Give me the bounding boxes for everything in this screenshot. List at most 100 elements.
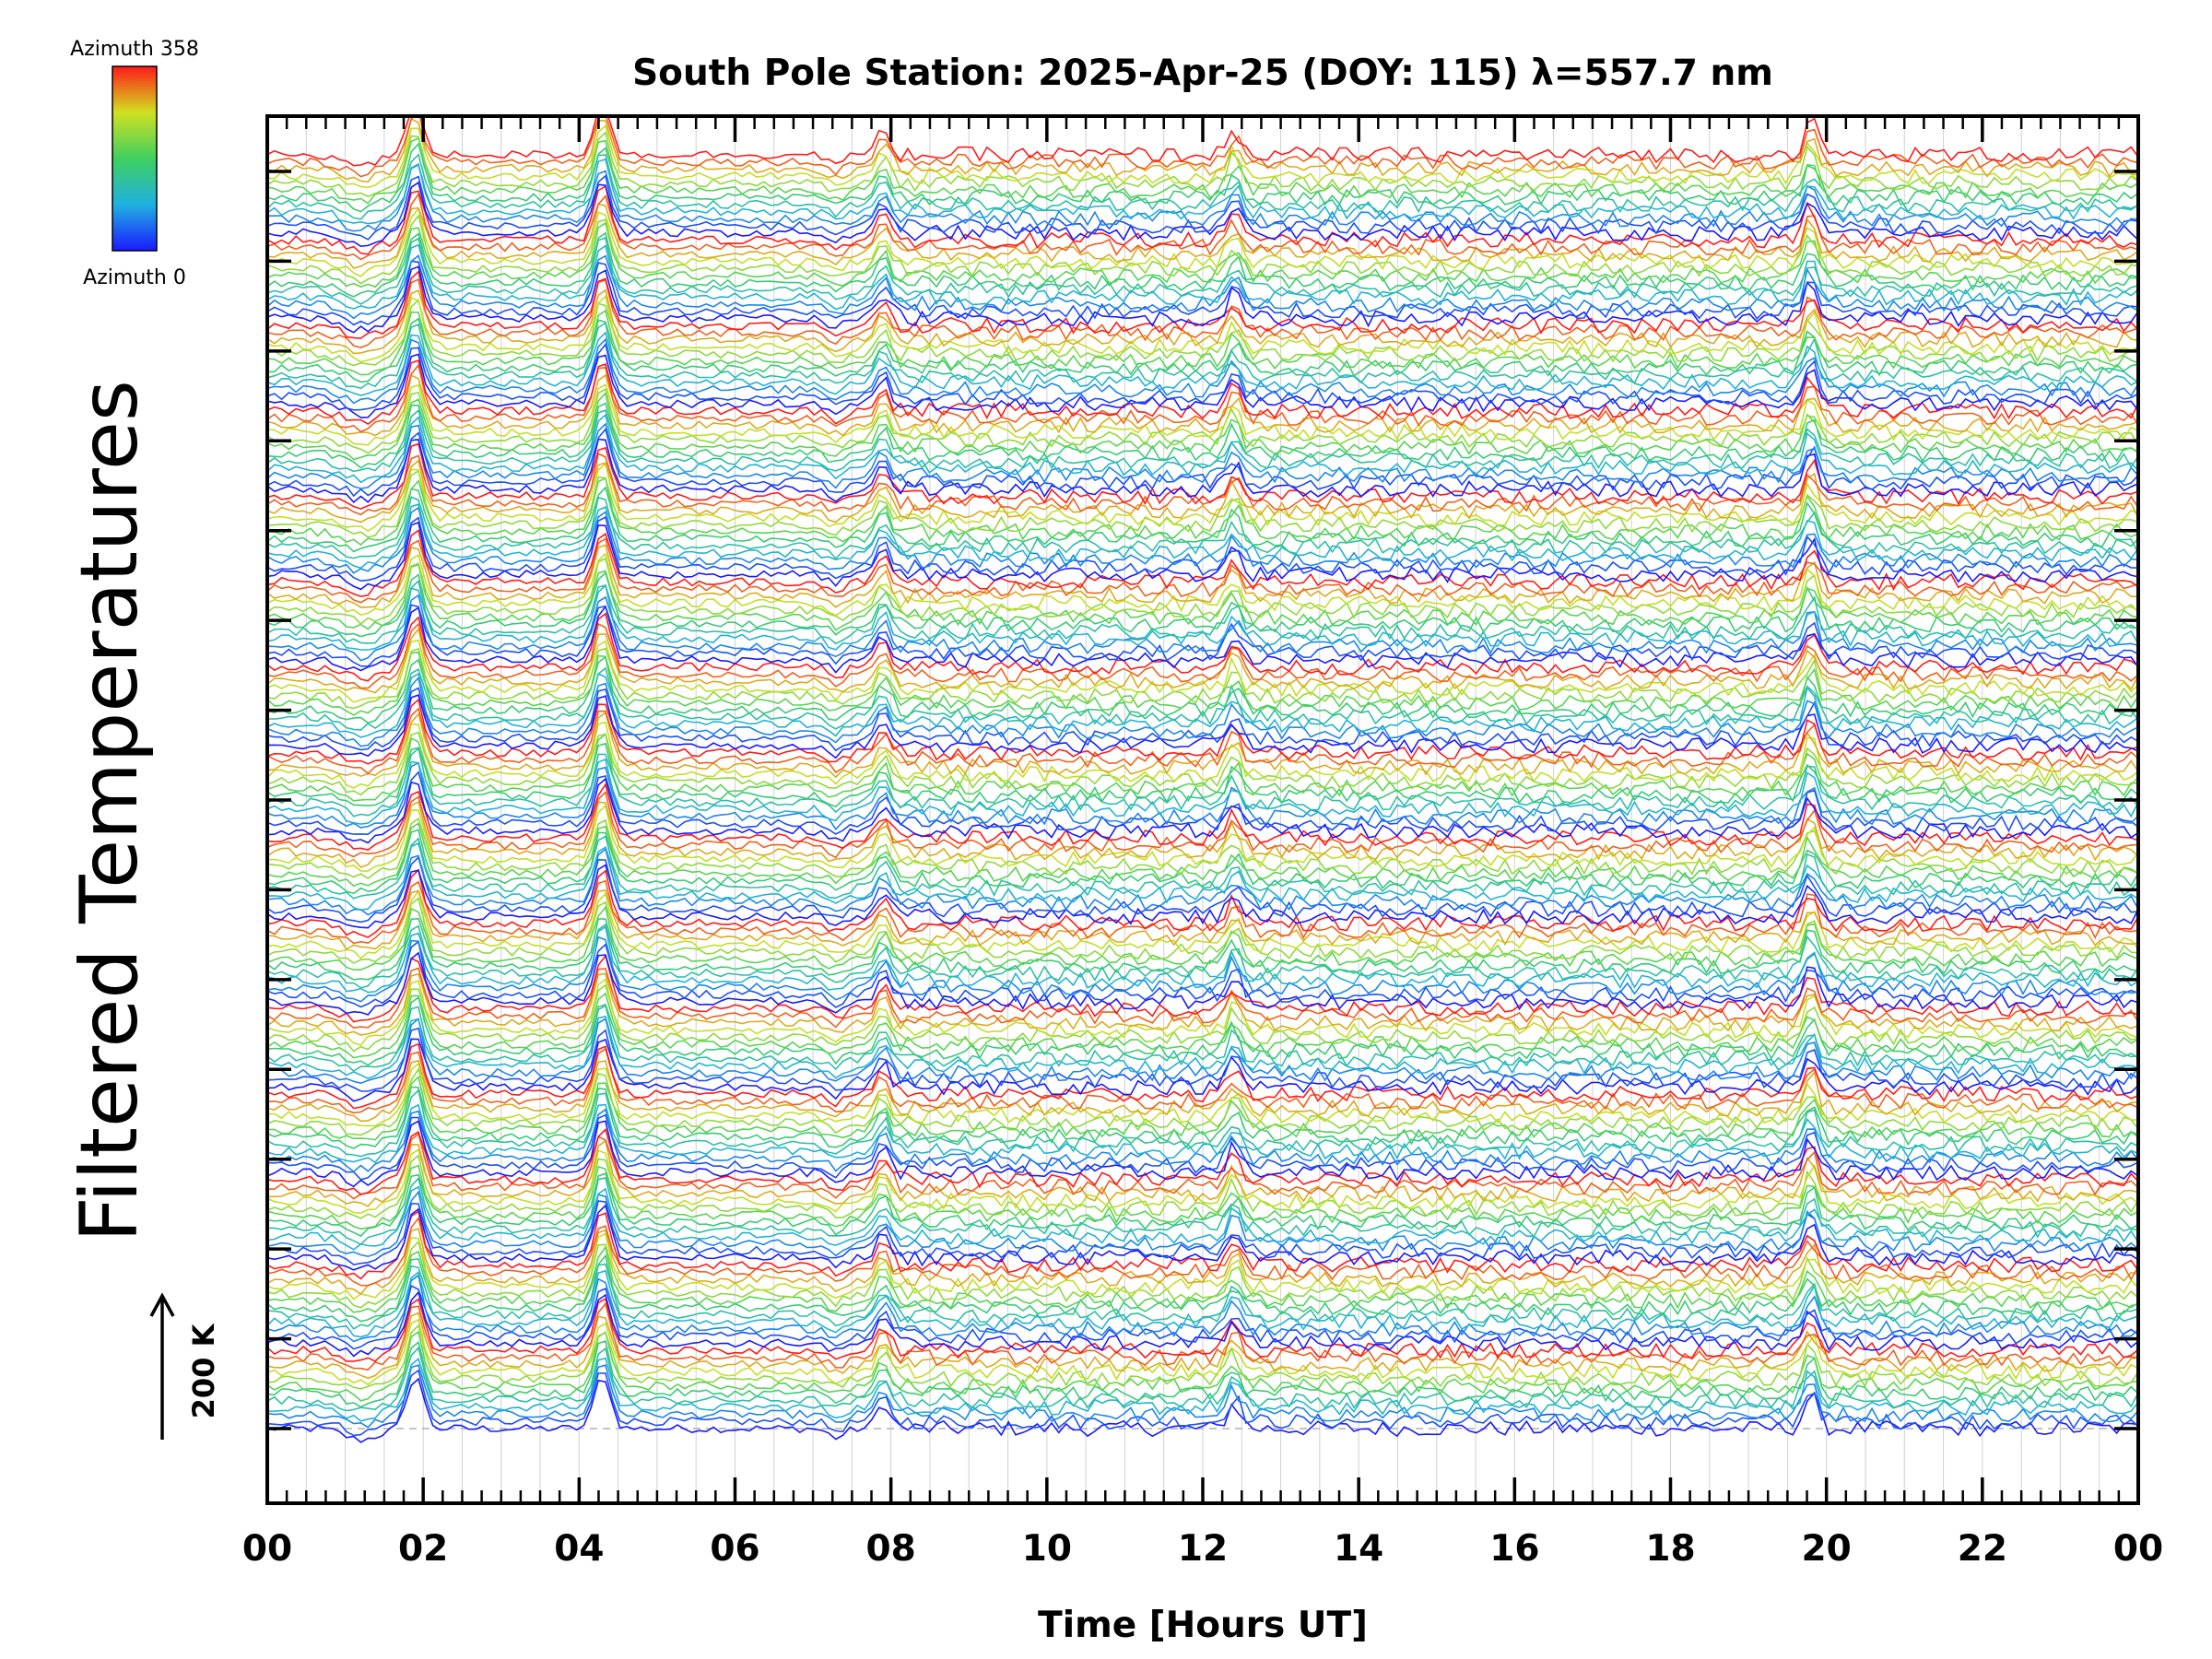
series-line — [267, 402, 2138, 469]
x-tick-label: 22 — [1958, 1528, 2007, 1570]
series-line — [267, 579, 2138, 645]
series-line — [267, 1357, 2138, 1422]
colorbar-bottom-label: Azimuth 0 — [83, 266, 186, 289]
series-line — [267, 265, 2138, 334]
series-line — [267, 317, 2138, 383]
series-line — [267, 711, 2138, 779]
x-tick-label: 04 — [554, 1528, 604, 1570]
series-line — [267, 1103, 2138, 1164]
series-line — [267, 940, 2138, 1008]
series-line — [267, 761, 2138, 830]
series-line — [267, 459, 2138, 524]
series-line — [267, 557, 2138, 625]
scale-bar: 200 K — [149, 1292, 221, 1440]
series-line — [267, 758, 2138, 825]
series-line — [267, 181, 2138, 248]
series-line — [267, 1067, 2138, 1136]
series-line — [267, 1042, 2138, 1110]
series-line — [267, 1298, 2138, 1362]
series-line — [267, 1330, 2138, 1402]
series-line — [267, 309, 2138, 376]
series-line — [267, 373, 2138, 437]
series-line — [267, 322, 2138, 390]
series-line — [267, 422, 2138, 489]
series-lines — [267, 116, 2138, 1443]
series-line — [267, 594, 2138, 662]
x-tick-label: 00 — [242, 1528, 292, 1570]
series-line — [267, 243, 2138, 311]
series-line — [267, 1263, 2138, 1330]
series-line — [267, 847, 2138, 916]
series-line — [267, 1059, 2138, 1123]
series-line — [267, 477, 2138, 547]
series-line — [267, 214, 2138, 285]
series-line — [267, 627, 2138, 694]
series-line — [267, 124, 2138, 189]
series-line — [267, 136, 2138, 205]
series-line — [267, 563, 2138, 631]
series-line — [267, 951, 2138, 1016]
series-line — [267, 1245, 2138, 1313]
series-line — [267, 1127, 2138, 1195]
series-line — [267, 462, 2138, 532]
series-line — [267, 655, 2138, 724]
series-line — [267, 1228, 2138, 1296]
series-line — [267, 236, 2138, 305]
series-line — [267, 967, 2138, 1030]
series-line — [267, 687, 2138, 752]
plot-axes — [265, 114, 2140, 1505]
series-line — [267, 1204, 2138, 1271]
series-line — [267, 868, 2138, 938]
series-line — [267, 995, 2138, 1066]
series-line — [267, 116, 2138, 167]
series-line — [267, 413, 2138, 484]
x-tick-label: 12 — [1178, 1528, 1228, 1570]
series-line — [267, 1301, 2138, 1371]
series-line — [267, 1274, 2138, 1343]
series-line — [267, 1190, 2138, 1258]
series-line — [267, 337, 2138, 405]
series-line — [267, 486, 2138, 553]
series-line — [267, 835, 2138, 900]
x-tick-label: 02 — [398, 1528, 448, 1570]
series-line — [267, 278, 2138, 348]
series-line — [267, 917, 2138, 981]
series-line — [267, 1108, 2138, 1173]
x-axis-label: Time [Hours UT] — [1038, 1605, 1368, 1646]
series-line — [267, 1200, 2138, 1265]
series-line — [267, 116, 2138, 178]
series-line — [267, 972, 2138, 1036]
series-line — [267, 1038, 2138, 1102]
series-line — [267, 1318, 2138, 1386]
x-tick-label: 14 — [1334, 1528, 1383, 1570]
series-line — [267, 1154, 2138, 1219]
x-tick-label: 06 — [710, 1528, 759, 1570]
series-line — [267, 442, 2138, 510]
series-line — [267, 1148, 2138, 1215]
series-line — [267, 855, 2138, 924]
series-line — [267, 221, 2138, 288]
series-line — [267, 905, 2138, 971]
series-line — [267, 1132, 2138, 1200]
series-line — [267, 288, 2138, 355]
series-line — [267, 537, 2138, 604]
series-line — [267, 383, 2138, 446]
series-line — [267, 672, 2138, 738]
x-tick-label: 16 — [1489, 1528, 1539, 1570]
chart-title: South Pole Station: 2025-Apr-25 (DOY: 11… — [632, 53, 1773, 94]
series-line — [267, 1364, 2138, 1429]
series-line — [267, 231, 2138, 298]
series-line — [267, 1017, 2138, 1085]
series-line — [267, 978, 2138, 1046]
series-line — [267, 1369, 2138, 1437]
series-line — [267, 363, 2138, 433]
series-line — [267, 203, 2138, 269]
series-line — [267, 131, 2138, 198]
series-line — [267, 206, 2138, 277]
series-line — [267, 1120, 2138, 1188]
series-line — [267, 1377, 2138, 1443]
series-line — [267, 622, 2138, 689]
series-line — [267, 612, 2138, 682]
